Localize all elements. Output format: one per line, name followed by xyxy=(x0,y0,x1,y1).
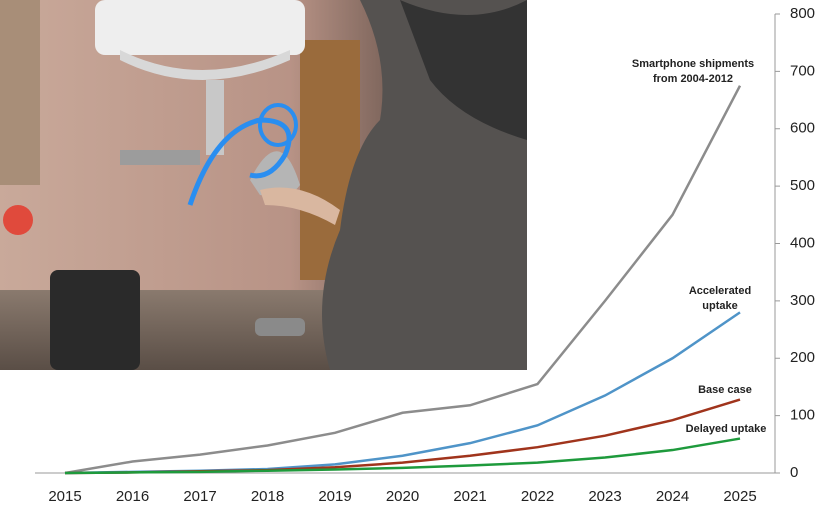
series-line xyxy=(64,437,741,475)
photo xyxy=(0,0,527,370)
y-tick-label: 700 xyxy=(790,62,815,79)
x-tick-label: 2021 xyxy=(453,488,486,505)
x-tick-label: 2025 xyxy=(723,488,756,505)
y-tick-label: 200 xyxy=(790,349,815,366)
x-tick-label: 2023 xyxy=(588,488,621,505)
series-line xyxy=(64,85,742,475)
y-tick-label: 500 xyxy=(790,177,815,194)
x-tick-label: 2024 xyxy=(656,488,689,505)
y-tick-label: 800 xyxy=(790,5,815,22)
y-tick-label: 100 xyxy=(790,407,815,424)
series-label: Smartphone shipments from 2004-2012 xyxy=(631,58,755,85)
x-tick-label: 2019 xyxy=(318,488,351,505)
y-tick-label: 300 xyxy=(790,292,815,309)
series-label: Base case xyxy=(698,384,752,396)
series-label: Delayed uptake xyxy=(685,423,767,435)
x-tick-label: 2017 xyxy=(183,488,216,505)
y-tick-label: 400 xyxy=(790,234,815,251)
series-label: Accelerated uptake xyxy=(688,285,752,312)
x-tick-label: 2016 xyxy=(116,488,149,505)
x-tick-label: 2020 xyxy=(386,488,419,505)
y-tick-label: 600 xyxy=(790,120,815,137)
x-tick-label: 2022 xyxy=(521,488,554,505)
y-tick-label: 0 xyxy=(790,464,798,481)
x-tick-label: 2015 xyxy=(48,488,81,505)
x-tick-label: 2018 xyxy=(251,488,284,505)
series-line xyxy=(64,398,741,475)
